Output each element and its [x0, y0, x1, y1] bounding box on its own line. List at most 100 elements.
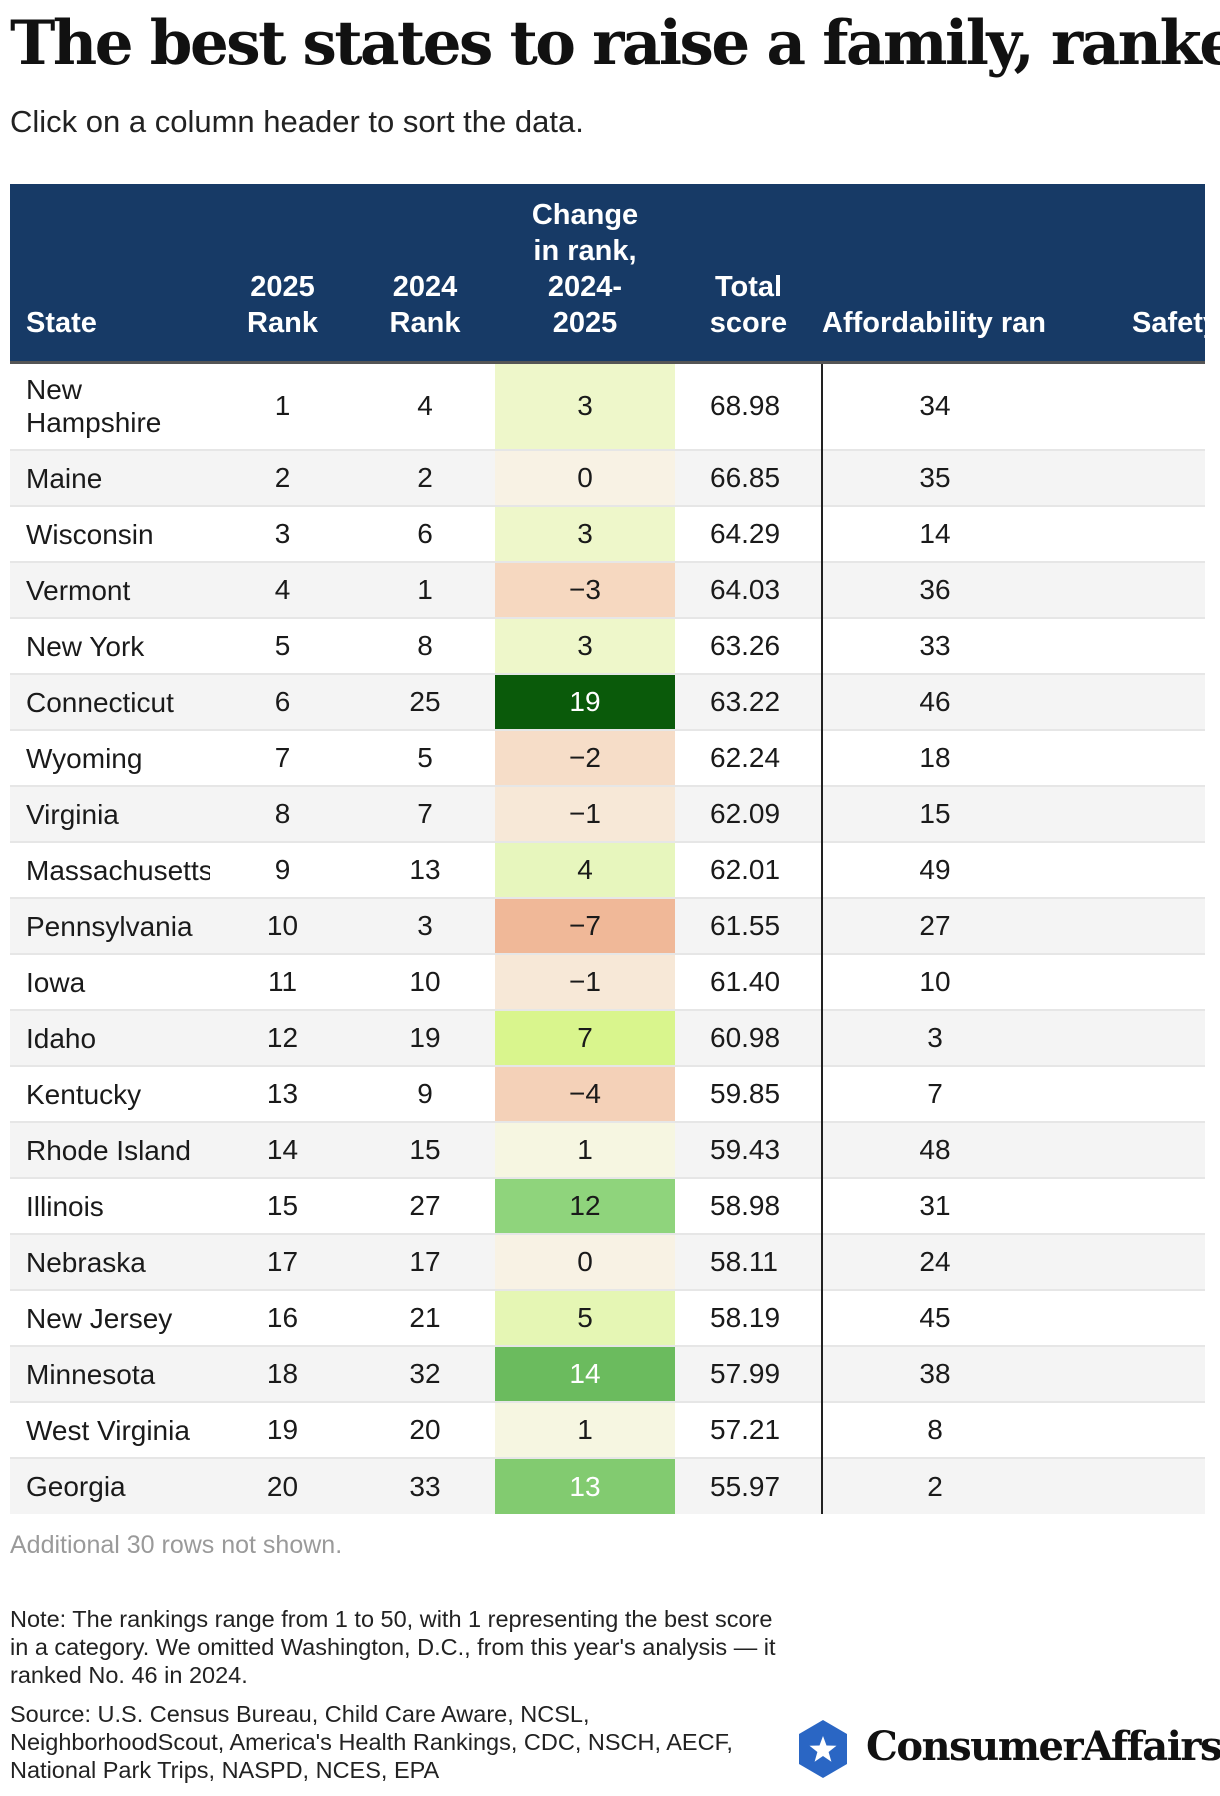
- column-header-rank2025[interactable]: 2025 Rank: [210, 184, 355, 364]
- cell-total: 62.09: [675, 785, 823, 842]
- column-header-state[interactable]: State: [10, 184, 210, 364]
- cell-state: Illinois: [10, 1177, 210, 1234]
- column-header-total[interactable]: Total score: [675, 184, 822, 364]
- cell-rank2024: 25: [355, 673, 495, 730]
- cell-state: Wyoming: [10, 729, 210, 786]
- cell-rank2024: 17: [355, 1233, 495, 1290]
- cell-rank2024: 6: [355, 505, 495, 562]
- cell-total: 59.85: [675, 1065, 823, 1122]
- column-header-safety[interactable]: Safety rank: [1047, 184, 1205, 364]
- logo-wordmark: ConsumerAffairs: [866, 1723, 1220, 1770]
- methodology-note: Note: The rankings range from 1 to 50, w…: [10, 1606, 776, 1688]
- cell-rank2025: 13: [210, 1065, 355, 1122]
- cell-total: 62.24: [675, 729, 823, 786]
- cell-rank2024: 21: [355, 1289, 495, 1346]
- cell-rank2024: 9: [355, 1065, 495, 1122]
- cell-total: 62.01: [675, 841, 823, 898]
- cell-safety: 4: [1047, 1121, 1205, 1178]
- table-header: State 2025 Rank 2024 Rank Change in rank, 2…: [10, 184, 1205, 364]
- cell-rank2025: 12: [210, 1009, 355, 1066]
- chart-subtitle: Click on a column header to sort the dat…: [10, 104, 584, 139]
- cell-safety: 2: [1047, 449, 1205, 506]
- ranking-table-container[interactable]: State 2025 Rank 2024 Rank Change in rank, 2…: [10, 184, 1205, 1514]
- cell-change: 0: [495, 1233, 675, 1290]
- cell-state: Minnesota: [10, 1345, 210, 1402]
- cell-change: 3: [495, 362, 675, 450]
- cell-state: Connecticut: [10, 673, 210, 730]
- cell-rank2024: 27: [355, 1177, 495, 1234]
- cell-affordability: 10: [822, 953, 1047, 1010]
- header-row: State 2025 Rank 2024 Rank Change in rank, 2…: [10, 184, 1205, 364]
- cell-total: 57.21: [675, 1401, 823, 1458]
- cell-rank2025: 18: [210, 1345, 355, 1402]
- cell-rank2024: 32: [355, 1345, 495, 1402]
- cell-rank2024: 15: [355, 1121, 495, 1178]
- cell-safety: 30: [1047, 617, 1205, 674]
- cell-state: New Hampshire: [26, 374, 162, 439]
- cell-safety: 24: [1047, 1177, 1205, 1234]
- cell-safety: 8: [1047, 841, 1205, 898]
- cell-rank2024: 10: [355, 953, 495, 1010]
- cell-safety: 5: [1047, 673, 1205, 730]
- cell-affordability: 27: [822, 897, 1047, 954]
- cell-total: 63.26: [675, 617, 823, 674]
- column-header-change[interactable]: Change in rank, 2024-2025: [495, 184, 675, 364]
- table-row: New Hampshire 1 4 368.98 34 1: [10, 362, 1205, 450]
- cell-state: Wisconsin: [10, 505, 210, 562]
- cell-state: Maine: [10, 449, 210, 506]
- cell-rank2024: 4: [417, 390, 433, 422]
- cell-rank2025: 8: [210, 785, 355, 842]
- cell-state: Idaho: [10, 1009, 210, 1066]
- cell-state: Iowa: [10, 953, 210, 1010]
- cell-state: Virginia: [10, 785, 210, 842]
- cell-total: 58.98: [675, 1177, 823, 1234]
- cell-rank2025: 1: [274, 390, 291, 422]
- cell-affordability: 7: [822, 1065, 1047, 1122]
- chart-title: The best states to raise a family, ranke…: [10, 8, 1220, 79]
- cell-safety: 3: [1047, 1009, 1205, 1066]
- table-body: New Hampshire14368.98341Maine22066.85352…: [10, 362, 1205, 1514]
- cell-rank2025: 16: [210, 1289, 355, 1346]
- cell-rank2025: 2: [210, 449, 355, 506]
- column-header-affordability[interactable]: Affordability rank: [822, 184, 1047, 364]
- cell-change: −3: [495, 561, 675, 618]
- cell-rank2024: 7: [355, 785, 495, 842]
- cell-affordability: 2: [822, 1457, 1047, 1514]
- cell-affordability: 49: [822, 841, 1047, 898]
- cell-affordability: 48: [822, 1121, 1047, 1178]
- cell-state: Massachusetts: [10, 841, 210, 898]
- ranking-table: State 2025 Rank 2024 Rank Change in rank, 2…: [10, 184, 1205, 1514]
- cell-rank2025: 11: [210, 953, 355, 1010]
- cell-change: 7: [495, 1009, 675, 1066]
- cell-change: −1: [495, 953, 675, 1010]
- cell-safety: 16: [1047, 785, 1205, 842]
- cell-change: 3: [495, 617, 675, 674]
- cell-change: 0: [495, 449, 675, 506]
- cell-rank2025: 14: [210, 1121, 355, 1178]
- star-shield-icon: [799, 1720, 847, 1778]
- cell-safety: 14: [1047, 953, 1205, 1010]
- cell-change: 12: [495, 1177, 675, 1234]
- cell-safety: 27: [1047, 1457, 1205, 1514]
- cell-total: 66.85: [675, 449, 823, 506]
- cell-rank2025: 9: [210, 841, 355, 898]
- cell-rank2025: 20: [210, 1457, 355, 1514]
- column-header-rank2024[interactable]: 2024 Rank: [355, 184, 495, 364]
- cell-change: 5: [495, 1289, 675, 1346]
- consumeraffairs-logo: ConsumerAffairs: [796, 1719, 1220, 1779]
- cell-change: 3: [495, 505, 675, 562]
- cell-rank2025: 10: [210, 897, 355, 954]
- cell-state: New Jersey: [10, 1289, 210, 1346]
- cell-total: 61.40: [675, 953, 823, 1010]
- cell-safety: 10: [1047, 1289, 1205, 1346]
- cell-rank2025: 3: [210, 505, 355, 562]
- cell-change: 19: [495, 673, 675, 730]
- cell-rank2024: 1: [355, 561, 495, 618]
- cell-rank2025: 17: [210, 1233, 355, 1290]
